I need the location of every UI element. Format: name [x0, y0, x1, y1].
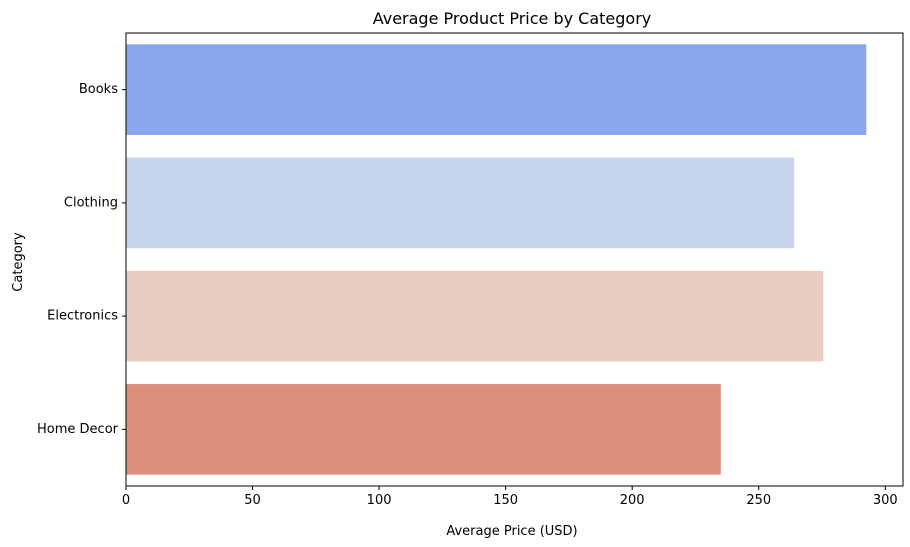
y-axis-label: Category	[11, 232, 26, 292]
bar-electronics	[126, 270, 824, 362]
x-axis-label: Average Price (USD)	[446, 524, 577, 539]
x-tick-label: 200	[620, 493, 645, 508]
x-tick-label: 100	[367, 493, 392, 508]
chart-title: Average Product Price by Category	[373, 9, 652, 28]
bar-home-decor	[126, 384, 721, 475]
bar-books	[126, 44, 867, 135]
x-tick-label: 300	[873, 493, 898, 508]
bars-group	[126, 44, 867, 475]
plot-frame	[125, 32, 904, 487]
x-tick-label: 250	[746, 493, 771, 508]
bar-clothing	[126, 157, 795, 249]
x-tick-label: 0	[122, 493, 130, 508]
y-axis-ticks: Books Clothing Electronics Home Decor	[37, 82, 126, 437]
y-tick-label: Clothing	[64, 195, 118, 210]
y-tick-label: Home Decor	[37, 422, 119, 437]
x-tick-label: 50	[244, 493, 261, 508]
x-axis-ticks: 0 50 100 150 200 250 300	[122, 486, 898, 508]
y-tick-label: Electronics	[47, 309, 118, 324]
y-tick-label: Books	[79, 82, 118, 97]
x-tick-label: 150	[493, 493, 518, 508]
